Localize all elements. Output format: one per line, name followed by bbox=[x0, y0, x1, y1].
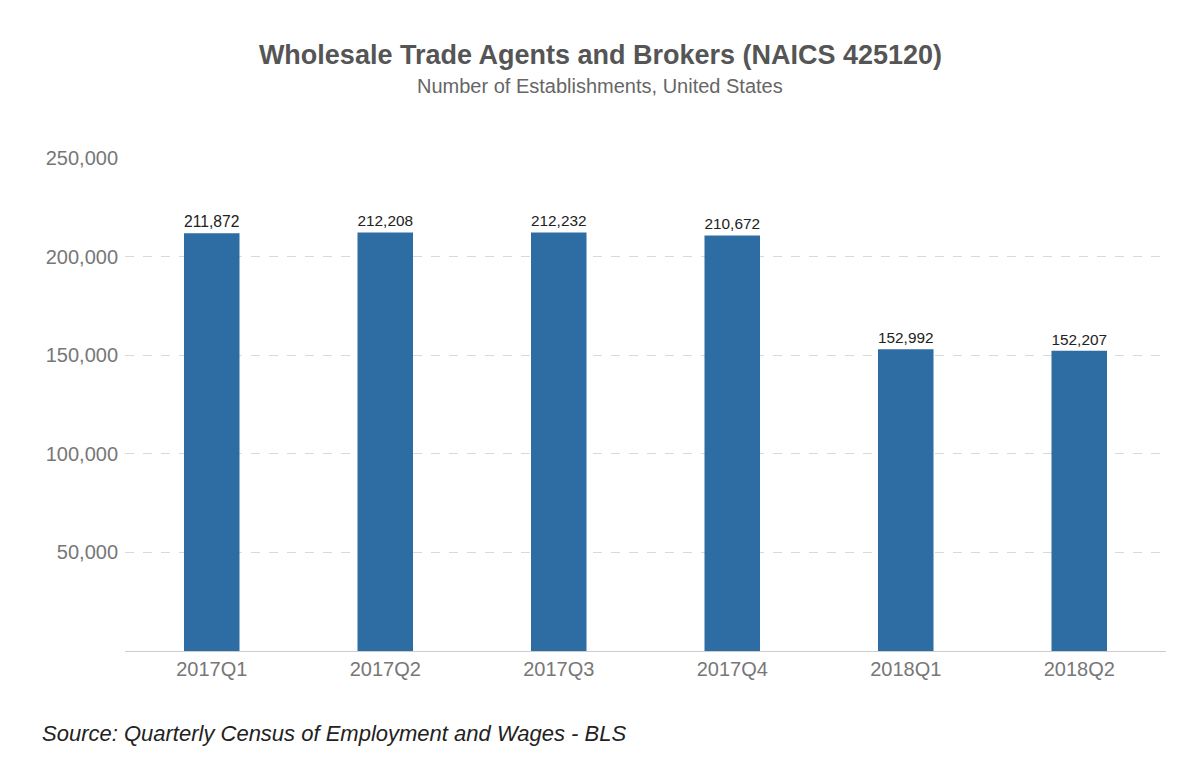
svg-text:210,672: 210,672 bbox=[705, 215, 760, 232]
svg-text:2018Q2: 2018Q2 bbox=[1044, 658, 1115, 680]
svg-text:152,207: 152,207 bbox=[1052, 331, 1107, 348]
svg-text:2017Q2: 2017Q2 bbox=[350, 658, 421, 680]
svg-text:Wholesale Trade Agents and Bro: Wholesale Trade Agents and Brokers (NAIC… bbox=[259, 40, 942, 70]
svg-text:2017Q4: 2017Q4 bbox=[697, 658, 768, 680]
svg-text:211,872: 211,872 bbox=[184, 213, 240, 230]
svg-text:212,208: 212,208 bbox=[358, 212, 413, 229]
svg-text:2017Q1: 2017Q1 bbox=[176, 658, 247, 680]
svg-text:2018Q1: 2018Q1 bbox=[870, 658, 941, 680]
svg-text:152,992: 152,992 bbox=[878, 329, 933, 346]
svg-text:Number of Establishments, Unit: Number of Establishments, United States bbox=[417, 75, 783, 97]
svg-text:212,232: 212,232 bbox=[531, 212, 586, 229]
svg-text:100,000: 100,000 bbox=[46, 443, 118, 465]
svg-text:Source: Quarterly Census of Em: Source: Quarterly Census of Employment a… bbox=[42, 721, 626, 746]
svg-text:50,000: 50,000 bbox=[57, 541, 118, 563]
svg-text:200,000: 200,000 bbox=[46, 246, 118, 268]
svg-text:250,000: 250,000 bbox=[46, 147, 118, 169]
svg-text:2017Q3: 2017Q3 bbox=[523, 658, 594, 680]
svg-text:150,000: 150,000 bbox=[46, 344, 118, 366]
